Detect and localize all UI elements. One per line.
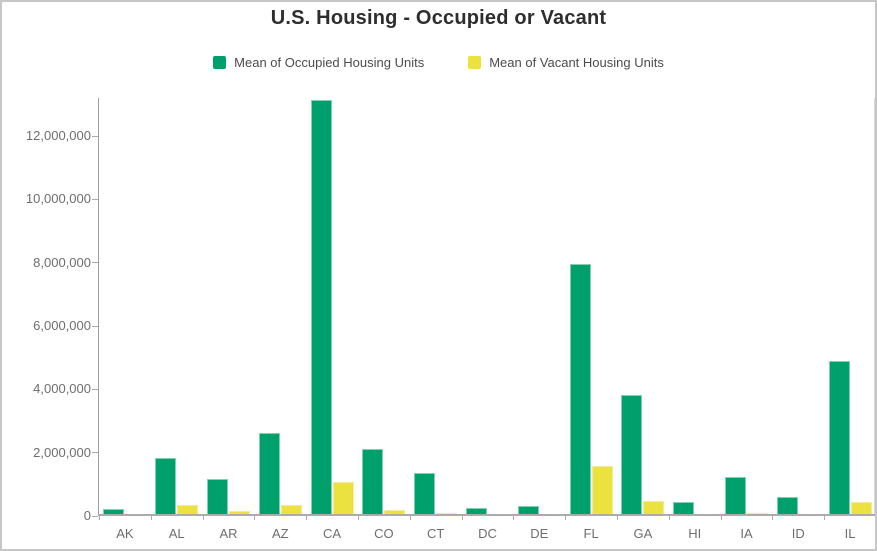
y-tick-mark (92, 262, 98, 264)
x-tick-mark (306, 516, 308, 520)
bar-GA-occupied[interactable] (621, 395, 643, 516)
bar-DC-occupied[interactable] (466, 508, 487, 516)
bar-FL-occupied[interactable] (569, 264, 591, 516)
x-axis-label-DC: DC (478, 526, 497, 541)
bar-HI-occupied[interactable] (673, 502, 695, 516)
x-tick-mark (720, 516, 722, 520)
bar-CT-occupied[interactable] (414, 473, 436, 516)
bar-AZ-occupied[interactable] (258, 433, 280, 516)
x-axis-line (98, 514, 875, 516)
x-axis-label-IL: IL (844, 526, 856, 541)
bar-AL-occupied[interactable] (155, 458, 177, 516)
x-tick-mark (99, 516, 100, 520)
bar-AZ-vacant[interactable] (280, 505, 302, 516)
legend-swatch-occupied-icon (213, 56, 227, 69)
x-axis-label-CO: CO (374, 526, 394, 541)
x-tick-mark (772, 516, 774, 520)
x-tick-mark (565, 516, 567, 520)
x-axis-label-ID: ID (791, 526, 805, 541)
x-tick-mark (358, 516, 359, 520)
plot-area: 0 2,000,000 4,000,000 6,000,000 8,000,000 10,… (26, 98, 875, 541)
x-axis-label-FL: FL (583, 526, 599, 541)
legend-item-occupied[interactable]: Mean of Occupied Housing Units (213, 55, 424, 70)
y-tick-label: 8,000,000 (33, 254, 91, 270)
y-tick-mark (92, 325, 98, 327)
bar-GA-vacant[interactable] (643, 501, 665, 516)
y-tick-mark (92, 135, 98, 137)
bar-IL-occupied[interactable] (828, 361, 850, 516)
bar-AL-vacant[interactable] (177, 505, 199, 516)
legend-swatch-vacant-icon (468, 56, 482, 69)
bar-CA-vacant[interactable] (332, 482, 354, 516)
chart-legend: Mean of Occupied Housing Units Mean of Va… (2, 55, 875, 70)
chart-title: U.S. Housing - Occupied or Vacant (270, 7, 607, 29)
y-tick-mark (92, 515, 98, 517)
x-tick-mark (617, 516, 618, 520)
x-tick-mark (875, 516, 876, 520)
y-tick-label: 4,000,000 (33, 381, 91, 397)
x-axis-label-IA: IA (740, 526, 753, 541)
x-tick-mark (409, 516, 411, 520)
x-axis-label-AL: AL (168, 526, 185, 541)
x-tick-mark (254, 516, 256, 520)
x-tick-mark (150, 516, 152, 520)
y-tick-label: 6,000,000 (33, 318, 91, 333)
x-axis-label-AK: AK (116, 526, 134, 541)
x-axis-label-CT: CT (427, 526, 445, 541)
y-tick-label: 0 (83, 508, 91, 523)
y-tick-label: 2,000,000 (33, 444, 91, 460)
legend-label-occupied: Mean of Occupied Housing Units (234, 55, 425, 70)
bar-DE-occupied[interactable] (517, 506, 539, 516)
x-axis-label-AZ: AZ (271, 526, 289, 541)
x-axis-label-AR: AR (219, 526, 238, 541)
y-tick-label: 12,000,000 (25, 128, 91, 143)
y-tick-mark (92, 452, 98, 454)
y-tick-mark (92, 388, 98, 390)
x-tick-mark (824, 516, 826, 520)
bar-CO-occupied[interactable] (362, 449, 384, 516)
x-tick-mark (668, 516, 670, 520)
x-tick-mark (513, 516, 515, 520)
legend-label-vacant: Mean of Vacant Housing Units (489, 55, 664, 70)
x-axis-label-GA: GA (633, 526, 653, 541)
x-tick-mark (202, 516, 204, 520)
x-tick-mark (461, 516, 463, 520)
bar-IA-occupied[interactable] (725, 477, 746, 516)
legend-item-vacant[interactable]: Mean of Vacant Housing Units (468, 55, 664, 70)
bar-ID-occupied[interactable] (776, 497, 798, 516)
x-axis-label-HI: HI (688, 526, 702, 541)
bar-FL-vacant[interactable] (591, 466, 613, 516)
bar-AK-occupied[interactable] (103, 509, 125, 516)
bar-AR-vacant[interactable] (229, 511, 250, 516)
y-tick-mark (92, 198, 98, 200)
y-tick-label: 10,000,000 (25, 191, 91, 207)
bar-CA-occupied[interactable] (310, 100, 332, 516)
x-axis-label-DE: DE (530, 526, 549, 541)
x-axis-label-CA: CA (323, 526, 342, 541)
bar-CO-vacant[interactable] (384, 510, 406, 516)
bar-AR-occupied[interactable] (207, 479, 228, 516)
bar-IL-vacant[interactable] (850, 502, 872, 516)
